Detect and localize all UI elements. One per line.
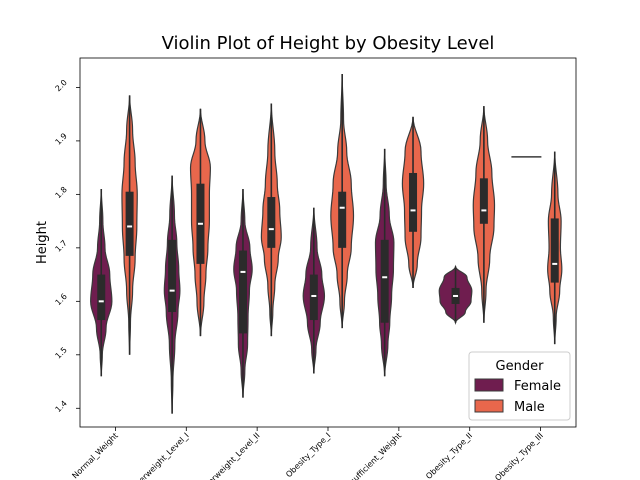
x-tick-label: Overweight_Level_II bbox=[199, 431, 262, 480]
y-tick-label: 1.4 bbox=[54, 399, 69, 414]
legend-swatch-female bbox=[474, 378, 504, 392]
legend-label-male: Male bbox=[514, 400, 545, 415]
violin-iqr-box bbox=[97, 274, 106, 321]
x-tick-label: Normal_Weight bbox=[70, 431, 119, 480]
x-tick-label: Obesity_Type_III bbox=[493, 431, 545, 480]
x-tick-label: Overweight_Level_I bbox=[129, 431, 190, 480]
x-tick-label: Insufficient_Weight bbox=[343, 431, 403, 480]
chart-title: Violin Plot of Height by Obesity Level bbox=[162, 33, 495, 54]
y-tick-label: 1.8 bbox=[54, 185, 69, 200]
y-axis-label: Height bbox=[35, 221, 50, 264]
violin-iqr-box bbox=[550, 218, 559, 283]
y-tick-label: 1.6 bbox=[54, 292, 69, 307]
y-tick-label: 1.5 bbox=[54, 345, 69, 360]
violin-iqr-box bbox=[479, 178, 488, 224]
legend-label-female: Female bbox=[514, 379, 561, 394]
y-tick-label: 1.9 bbox=[54, 131, 69, 146]
violin-iqr-box bbox=[309, 274, 318, 321]
legend-title: Gender bbox=[496, 359, 545, 374]
x-tick-label: Obesity_Type_I bbox=[284, 431, 332, 479]
violin-iqr-box bbox=[380, 239, 389, 323]
violin-iqr-box bbox=[267, 197, 276, 248]
y-tick-label: 1.7 bbox=[54, 238, 69, 253]
violin-iqr-box bbox=[168, 239, 177, 313]
plot-frame bbox=[79, 57, 577, 428]
violin-iqr-box bbox=[409, 172, 418, 232]
plot-area bbox=[90, 74, 563, 414]
violin-iqr-box bbox=[125, 191, 134, 256]
violin-iqr-box bbox=[338, 191, 347, 248]
x-tick-label: Obesity_Type_II bbox=[424, 431, 474, 480]
legend-swatch-male bbox=[474, 399, 504, 413]
violin-iqr-box bbox=[238, 250, 247, 334]
y-tick-label: 2.0 bbox=[54, 78, 69, 93]
